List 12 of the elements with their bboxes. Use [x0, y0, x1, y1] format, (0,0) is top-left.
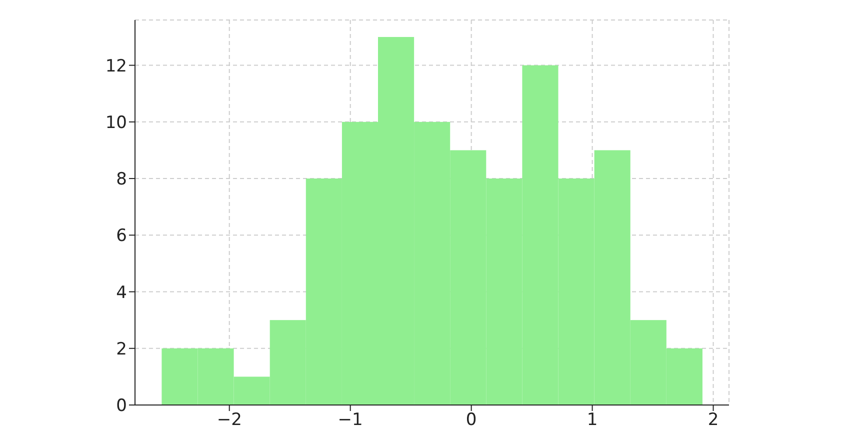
x-tick-label: −2	[216, 410, 242, 430]
y-tick-label: 2	[116, 339, 127, 360]
x-tick-label: 1	[586, 410, 598, 430]
y-tick-label: 8	[116, 170, 127, 190]
x-tick-label: 0	[466, 410, 477, 430]
y-tick-label: 0	[116, 396, 127, 416]
y-tick-label: 6	[116, 226, 127, 246]
y-tick-label: 4	[116, 282, 127, 303]
y-tick-label: 12	[105, 56, 127, 76]
x-tick-label: 2	[708, 410, 719, 430]
y-tick-label: 10	[105, 112, 127, 133]
x-tick-label: −1	[338, 410, 363, 430]
